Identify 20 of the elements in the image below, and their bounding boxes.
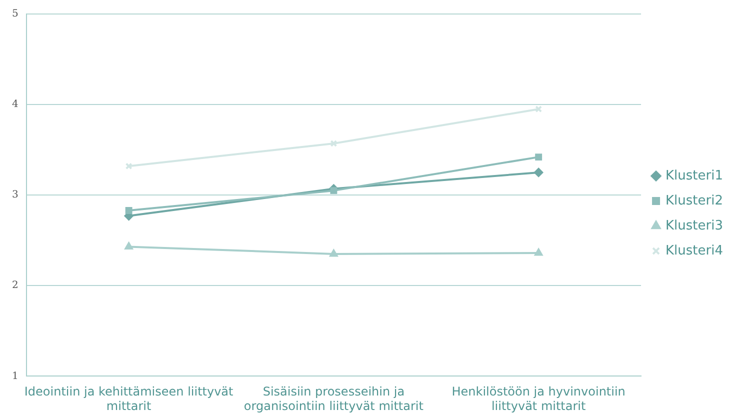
legend-label: Klusteri1 — [666, 168, 724, 184]
point — [535, 154, 542, 161]
x-tick-label: Sisäisiin prosesseihin ja organisointiin liittyvät mittarit — [244, 384, 424, 413]
y-tick-label: 4 — [12, 99, 18, 110]
legend-label: Klusteri3 — [666, 218, 724, 234]
point — [534, 168, 544, 177]
legend-label: Klusteri2 — [666, 193, 724, 208]
point — [330, 140, 338, 147]
point — [330, 249, 338, 257]
x-tick-label: Ideointiin ja kehittämiseen liittyvät mittarit — [24, 384, 234, 413]
y-tick-label: 2 — [12, 280, 18, 292]
y-tick-label: 1 — [12, 370, 18, 382]
point — [534, 248, 543, 256]
y-tick-label: 3 — [12, 190, 18, 201]
point — [125, 207, 132, 214]
point — [124, 242, 133, 250]
point — [330, 187, 338, 194]
y-tick-label: 5 — [12, 8, 18, 20]
x-tick-label: Henkilöstöön ja hyvinvointiin liittyvät mittarit — [452, 384, 626, 413]
legend-label: Klusteri4 — [666, 243, 724, 258]
